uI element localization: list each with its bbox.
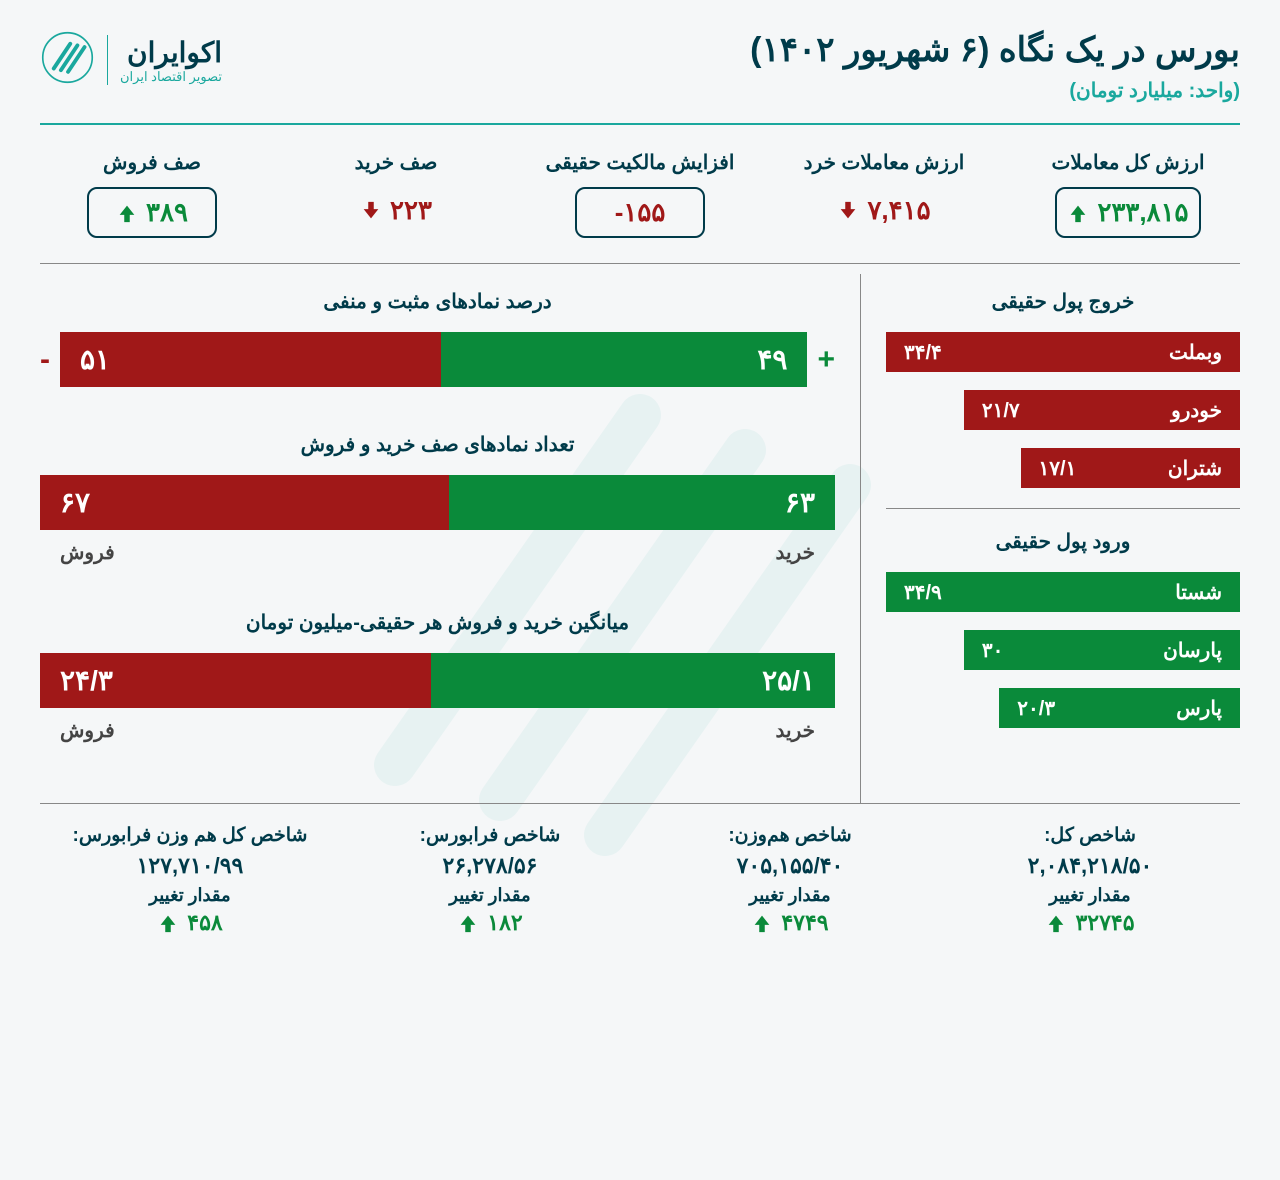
- metric-label: صف فروش: [40, 150, 264, 175]
- index-change-label: مقدار تغییر: [940, 885, 1240, 906]
- bar-negative: ۵۱: [60, 332, 441, 387]
- flow-name: پارس: [1176, 696, 1222, 721]
- inflow-title: ورود پول حقیقی: [886, 529, 1240, 554]
- index-value: ۲۶,۲۷۸/۵۶: [340, 853, 640, 879]
- index-label: شاخص هم‌وزن:: [640, 824, 940, 847]
- flow-bar: وبملت ۳۴/۴: [886, 332, 1240, 372]
- index-item: شاخص هم‌وزن: ۷۰۵,۱۵۵/۴۰ مقدار تغییر ۴۷۴۹: [640, 824, 940, 936]
- index-change: ۳۲۷۴۵: [1045, 910, 1134, 936]
- metric-value: ۲۲۳: [350, 187, 442, 234]
- metric-label: ارزش معاملات خرد: [772, 150, 996, 175]
- index-label: شاخص کل:: [940, 824, 1240, 847]
- metric-value: ۳۸۹: [87, 187, 217, 238]
- bar-positive: ۶۳: [449, 475, 835, 530]
- plus-sign: +: [817, 343, 835, 377]
- metrics-row: ارزش کل معاملات ۲۳۳,۸۱۵ ارزش معاملات خرد…: [40, 125, 1240, 264]
- bar-positive: ۲۵/۱: [431, 653, 835, 708]
- chart1-title: درصد نمادهای مثبت و منفی: [40, 289, 835, 314]
- metric-item: صف خرید ۲۲۳: [284, 150, 508, 238]
- bar-negative: ۶۷: [40, 475, 449, 530]
- chart2-buy-label: خرید: [776, 540, 815, 565]
- metric-label: صف خرید: [284, 150, 508, 175]
- index-change-label: مقدار تغییر: [640, 885, 940, 906]
- flow-bar: پارسان ۳۰: [964, 630, 1240, 670]
- index-value: ۲,۰۸۴,۲۱۸/۵۰: [940, 853, 1240, 879]
- flow-bar: شتران ۱۷/۱: [1021, 448, 1240, 488]
- metric-item: صف فروش ۳۸۹: [40, 150, 264, 238]
- charts-column: درصد نمادهای مثبت و منفی + ۴۹ ۵۱ - تعداد…: [40, 274, 860, 803]
- flow-value: ۳۰: [982, 638, 1003, 663]
- flow-bar: پارس ۲۰/۳: [999, 688, 1240, 728]
- chart-pos-neg: درصد نمادهای مثبت و منفی + ۴۹ ۵۱ -: [40, 289, 835, 387]
- flow-bar: خودرو ۲۱/۷: [964, 390, 1240, 430]
- index-change: ۱۸۲: [457, 910, 522, 936]
- flow-name: شستا: [1175, 580, 1222, 605]
- chart3-title: میانگین خرید و فروش هر حقیقی-میلیون توما…: [40, 610, 835, 635]
- chart2-title: تعداد نمادهای صف خرید و فروش: [40, 432, 835, 457]
- flow-name: شتران: [1168, 456, 1222, 481]
- metric-item: افزایش مالکیت حقیقی ۱۵۵-: [528, 150, 752, 238]
- index-value: ۷۰۵,۱۵۵/۴۰: [640, 853, 940, 879]
- chart2-sell-label: فروش: [60, 540, 115, 565]
- index-label: شاخص کل هم وزن فرابورس:: [40, 824, 340, 847]
- flow-value: ۳۴/۴: [904, 340, 942, 365]
- index-item: شاخص فرابورس: ۲۶,۲۷۸/۵۶ مقدار تغییر ۱۸۲: [340, 824, 640, 936]
- flow-name: پارسان: [1163, 638, 1222, 663]
- flow-name: خودرو: [1171, 398, 1222, 423]
- bar-negative: ۲۴/۳: [40, 653, 431, 708]
- page-subtitle: (واحد: میلیارد تومان): [750, 78, 1240, 103]
- metric-item: ارزش معاملات خرد ۷,۴۱۵: [772, 150, 996, 238]
- index-value: ۱۲۷,۷۱۰/۹۹: [40, 853, 340, 879]
- page-title: بورس در یک نگاه (۶ شهریور ۱۴۰۲): [750, 30, 1240, 70]
- flow-value: ۱۷/۱: [1039, 456, 1077, 481]
- logo-tagline: تصویر اقتصاد ایران: [120, 69, 222, 85]
- metric-label: ارزش کل معاملات: [1016, 150, 1240, 175]
- flow-value: ۲۱/۷: [982, 398, 1020, 423]
- metric-value: ۷,۴۱۵: [827, 187, 940, 234]
- chart3-buy-label: خرید: [776, 718, 815, 743]
- logo-name: اکوایران: [120, 36, 222, 69]
- minus-sign: -: [40, 343, 50, 377]
- flow-bar: شستا ۳۴/۹: [886, 572, 1240, 612]
- header: بورس در یک نگاه (۶ شهریور ۱۴۰۲) (واحد: م…: [40, 30, 1240, 125]
- chart-queue-count: تعداد نمادهای صف خرید و فروش ۶۳ ۶۷ خرید …: [40, 432, 835, 565]
- flow-name: وبملت: [1169, 340, 1222, 365]
- flow-value: ۲۰/۳: [1017, 696, 1055, 721]
- side-column: خروج پول حقیقی وبملت ۳۴/۴ خودرو ۲۱/۷ شتر…: [860, 274, 1240, 803]
- chart-avg-trade: میانگین خرید و فروش هر حقیقی-میلیون توما…: [40, 610, 835, 743]
- bar-positive: ۴۹: [441, 332, 807, 387]
- index-label: شاخص فرابورس:: [340, 824, 640, 847]
- index-change-label: مقدار تغییر: [340, 885, 640, 906]
- index-item: شاخص کل هم وزن فرابورس: ۱۲۷,۷۱۰/۹۹ مقدار…: [40, 824, 340, 936]
- index-change: ۴۵۸: [157, 910, 222, 936]
- index-change-label: مقدار تغییر: [40, 885, 340, 906]
- index-change: ۴۷۴۹: [751, 910, 828, 936]
- metric-label: افزایش مالکیت حقیقی: [528, 150, 752, 175]
- metric-value: ۱۵۵-: [575, 187, 705, 238]
- metric-value: ۲۳۳,۸۱۵: [1055, 187, 1200, 238]
- logo-icon: [40, 30, 95, 90]
- brand-logo: اکوایران تصویر اقتصاد ایران: [40, 30, 222, 90]
- metric-item: ارزش کل معاملات ۲۳۳,۸۱۵: [1016, 150, 1240, 238]
- index-item: شاخص کل: ۲,۰۸۴,۲۱۸/۵۰ مقدار تغییر ۳۲۷۴۵: [940, 824, 1240, 936]
- flow-value: ۳۴/۹: [904, 580, 942, 605]
- outflow-title: خروج پول حقیقی: [886, 289, 1240, 314]
- chart3-sell-label: فروش: [60, 718, 115, 743]
- indices-row: شاخص کل: ۲,۰۸۴,۲۱۸/۵۰ مقدار تغییر ۳۲۷۴۵ …: [40, 804, 1240, 936]
